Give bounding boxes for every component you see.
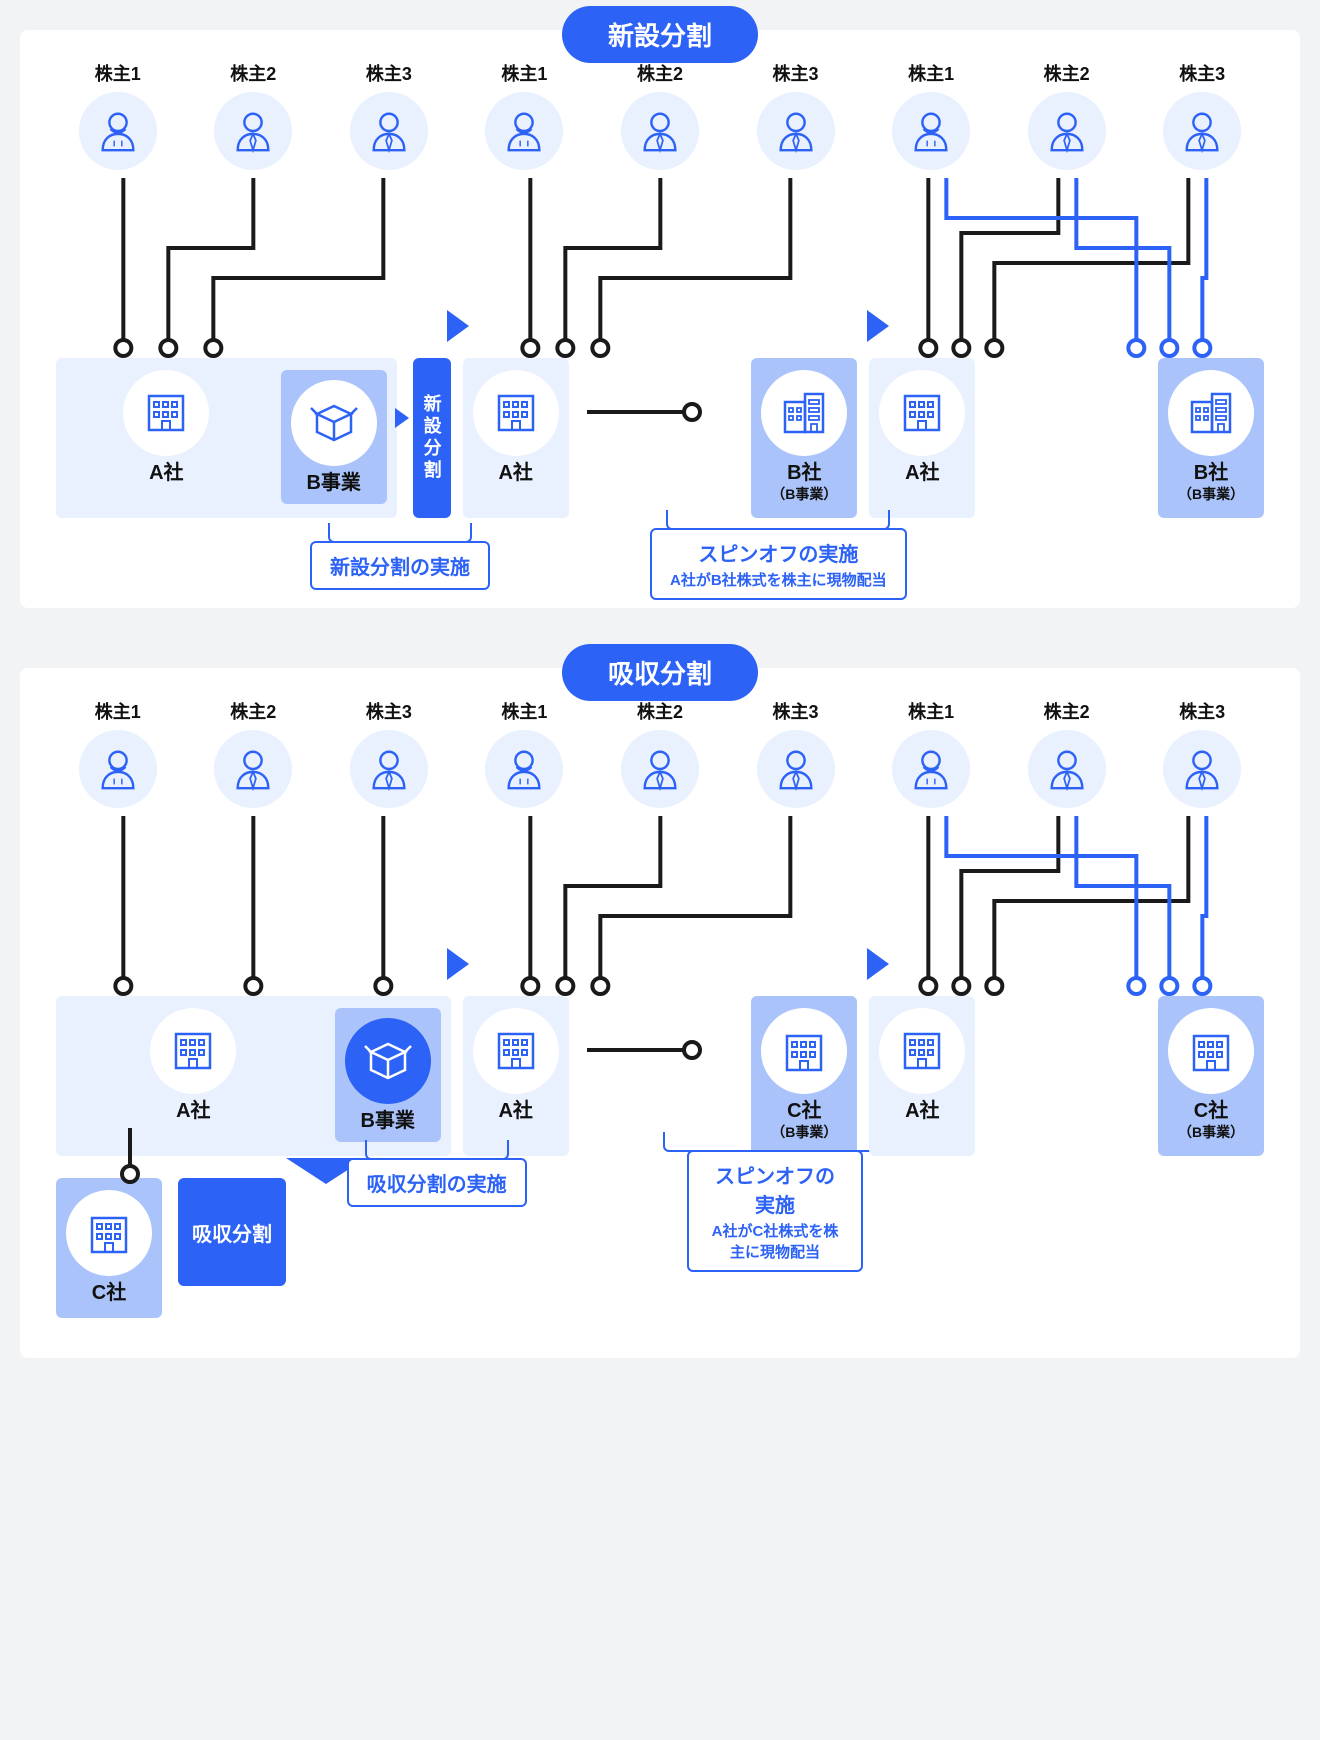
company-sublabel: （B事業）: [761, 484, 847, 504]
building-icon: [1168, 1008, 1254, 1094]
title-badge-2: 吸収分割: [562, 644, 758, 701]
company-label: A社: [473, 1100, 559, 1122]
building-icon: [473, 1008, 559, 1094]
shareholder-label: 株主2: [1019, 698, 1115, 724]
shareholder-label: 株主3: [341, 698, 437, 724]
caption-2: スピンオフの実施 A社がB社株式を株主に現物配当: [650, 528, 907, 600]
stage1: 株主1 株主2 株主3 A社 B事業: [50, 698, 457, 1318]
person-icon: [621, 92, 699, 170]
shareholder-label: 株主3: [1154, 698, 1250, 724]
panel-kyushu: 吸収分割 株主1 株主2 株主3 A社 B事業: [20, 668, 1300, 1358]
small-arrow-icon: [395, 408, 409, 428]
business-label: B事業: [291, 472, 377, 494]
person-icon: [79, 92, 157, 170]
person-icon: [214, 92, 292, 170]
box-icon: [345, 1018, 431, 1104]
person-icon: [79, 730, 157, 808]
panel-shinsetsu: 新設分割 株主1 株主2 株主3 A社 B事業: [20, 30, 1300, 608]
company-label: A社: [879, 1100, 965, 1122]
company-label: B社: [761, 462, 847, 484]
columns-2: 株主1 株主2 株主3 A社 B事業: [50, 698, 1270, 1318]
person-icon: [485, 730, 563, 808]
company-label: B社: [1168, 462, 1254, 484]
building-icon: [150, 1008, 236, 1094]
person-icon: [1028, 92, 1106, 170]
person-icon: [757, 92, 835, 170]
company-label: C社: [761, 1100, 847, 1122]
stage2: 株主1 株主2 株主3 A社 B社（B事業）: [457, 60, 864, 518]
building-icon: [879, 370, 965, 456]
shareholder-label: 株主2: [612, 698, 708, 724]
person-icon: [350, 92, 428, 170]
company-sublabel: （B事業）: [1168, 484, 1254, 504]
person-icon: [892, 730, 970, 808]
connector-lines: [457, 178, 864, 358]
shareholder-label: 株主1: [476, 698, 572, 724]
vertical-badge: 新設分割: [413, 358, 451, 518]
connector-lines: [50, 816, 457, 996]
ownership-link: [587, 1040, 707, 1060]
building-icon: [879, 1008, 965, 1094]
shareholder-label: 株主3: [341, 60, 437, 86]
building-icon: [761, 1008, 847, 1094]
columns-1: 株主1 株主2 株主3 A社 B事業 新設分割: [50, 60, 1270, 518]
page: 新設分割 株主1 株主2 株主3 A社 B事業: [0, 0, 1320, 1448]
shareholder-label: 株主2: [1019, 60, 1115, 86]
caption-1: 吸収分割の実施: [347, 1158, 527, 1207]
title-badge-1: 新設分割: [562, 6, 758, 63]
company-label: A社: [66, 1100, 321, 1122]
square-badge: 吸収分割: [178, 1178, 286, 1286]
person-icon: [757, 730, 835, 808]
shareholder-label: 株主3: [748, 698, 844, 724]
person-icon: [1163, 730, 1241, 808]
shareholder-label: 株主1: [70, 60, 166, 86]
person-icon: [621, 730, 699, 808]
shareholder-label: 株主1: [476, 60, 572, 86]
shareholder-label: 株主2: [205, 60, 301, 86]
shareholder-label: 株主1: [883, 60, 979, 86]
person-icon: [214, 730, 292, 808]
stage2: 株主1 株主2 株主3 A社 C社（B事業） 吸収分割の実施 スピンオフ: [457, 698, 864, 1318]
connector-lines: [457, 816, 864, 996]
box-icon: [291, 380, 377, 466]
person-icon: [350, 730, 428, 808]
connector-lines: [50, 178, 457, 358]
shareholder-label: 株主1: [70, 698, 166, 724]
shareholder-label: 株主3: [748, 60, 844, 86]
building-icon: [1168, 370, 1254, 456]
shareholder-label: 株主2: [612, 60, 708, 86]
company-label: C社: [66, 1282, 152, 1304]
person-icon: [1028, 730, 1106, 808]
caption-2: スピンオフの実施 A社がC社株式を株主に現物配当: [687, 1150, 864, 1272]
shareholder-label: 株主3: [1154, 60, 1250, 86]
shareholder-label: 株主1: [883, 698, 979, 724]
company-sublabel: （B事業）: [1168, 1122, 1254, 1142]
person-icon: [485, 92, 563, 170]
stage3: 株主1 株主2 株主3 A社 C社（B事業）: [863, 698, 1270, 1318]
caption-1: 新設分割の実施: [310, 541, 490, 590]
person-icon: [892, 92, 970, 170]
shareholder-label: 株主2: [205, 698, 301, 724]
ownership-link: [587, 402, 707, 422]
company-label: A社: [879, 462, 965, 484]
building-icon: [761, 370, 847, 456]
building-icon: [123, 370, 209, 456]
building-icon: [473, 370, 559, 456]
company-label: A社: [66, 462, 267, 484]
connector-lines: [863, 816, 1270, 996]
connector-lines: [863, 178, 1270, 358]
business-label: B事業: [345, 1110, 431, 1132]
company-label: C社: [1168, 1100, 1254, 1122]
person-icon: [1163, 92, 1241, 170]
stage3: 株主1 株主2 株主3 A社 B社（B事業）: [863, 60, 1270, 518]
building-icon: [66, 1190, 152, 1276]
stage1: 株主1 株主2 株主3 A社 B事業 新設分割: [50, 60, 457, 518]
company-label: A社: [473, 462, 559, 484]
